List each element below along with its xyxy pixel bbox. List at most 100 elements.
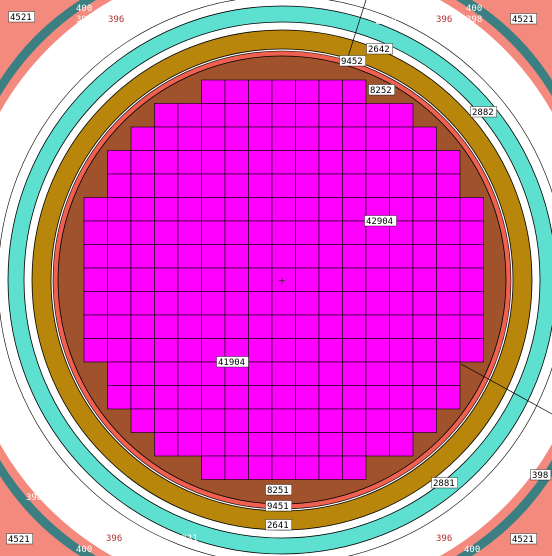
- region-label: 2881: [433, 479, 455, 489]
- fuel-cell: [107, 361, 132, 386]
- fuel-cell: [295, 267, 320, 292]
- fuel-cell: [318, 361, 343, 386]
- fuel-cell: [271, 173, 296, 198]
- fuel-cell: [271, 314, 296, 339]
- fuel-cell: [412, 173, 437, 198]
- fuel-cell: [459, 197, 484, 222]
- label-background: [364, 215, 397, 227]
- fuel-cell: [154, 314, 179, 339]
- fuel-cell: [436, 220, 461, 245]
- fuel-cell: [83, 197, 108, 222]
- fuel-cell: [412, 338, 437, 363]
- fuel-cell: [436, 338, 461, 363]
- fuel-cell: [177, 126, 202, 151]
- region-label: 396: [108, 15, 124, 25]
- fuel-cell: [295, 197, 320, 222]
- fuel-cell: [342, 103, 367, 128]
- fuel-cell: [177, 150, 202, 175]
- fuel-cell: [342, 455, 367, 480]
- fuel-cell: [365, 432, 390, 457]
- fuel-cell: [365, 244, 390, 269]
- fuel-cell: [248, 267, 273, 292]
- region-label: 9451: [267, 502, 289, 512]
- fuel-cell: [83, 220, 108, 245]
- fuel-cell: [389, 338, 414, 363]
- fuel-cell: [130, 361, 155, 386]
- fuel-cell: [271, 361, 296, 386]
- fuel-cell: [318, 220, 343, 245]
- fuel-cell: [412, 314, 437, 339]
- fuel-cell: [295, 291, 320, 316]
- fuel-cell: [365, 338, 390, 363]
- fuel-cell: [365, 126, 390, 151]
- fuel-cell: [295, 361, 320, 386]
- fuel-cell: [459, 314, 484, 339]
- fuel-cell: [107, 173, 132, 198]
- fuel-cell: [177, 197, 202, 222]
- fuel-cell: [107, 267, 132, 292]
- fuel-cell: [412, 150, 437, 175]
- fuel-cell: [318, 79, 343, 104]
- fuel-cell: [248, 338, 273, 363]
- corner-top-right: [440, 0, 552, 112]
- corner-bottom-right: [440, 444, 552, 556]
- fuel-cell: [154, 220, 179, 245]
- fuel-cell: [201, 244, 226, 269]
- region-label: 2832: [375, 17, 397, 27]
- fuel-cell: [224, 150, 249, 175]
- fuel-cell: [318, 314, 343, 339]
- label-background: [366, 43, 393, 55]
- fuel-cell: [342, 432, 367, 457]
- fuel-cell: [201, 103, 226, 128]
- fuel-cell: [201, 408, 226, 433]
- label-background: [470, 106, 497, 118]
- fuel-cell: [318, 291, 343, 316]
- fuel-cell: [224, 220, 249, 245]
- fuel-cell: [224, 432, 249, 457]
- region-label: 396: [436, 534, 452, 544]
- fuel-cell: [224, 455, 249, 480]
- fuel-cell: [248, 197, 273, 222]
- fuel-cell: [201, 314, 226, 339]
- fuel-cell: [248, 455, 273, 480]
- fuel-cell: [154, 361, 179, 386]
- corner-fill-br: [440, 444, 552, 556]
- fuel-cell: [342, 173, 367, 198]
- fuel-cell: [342, 338, 367, 363]
- fuel-cell: [389, 314, 414, 339]
- fuel-cell: [318, 126, 343, 151]
- fuel-cell: [365, 267, 390, 292]
- fuel-cell: [271, 220, 296, 245]
- corner-bottom-left: [0, 444, 112, 556]
- region-label: 398: [76, 15, 92, 25]
- fuel-cell: [342, 361, 367, 386]
- diagonal-line-right: [460, 363, 552, 415]
- fuel-cell: [342, 291, 367, 316]
- region-label: 2831: [176, 534, 198, 544]
- fuel-cell: [295, 79, 320, 104]
- fuel-cell: [318, 455, 343, 480]
- fuel-cell: [224, 385, 249, 410]
- fuel-cell: [201, 455, 226, 480]
- fuel-cell: [154, 267, 179, 292]
- fuel-cell: [177, 173, 202, 198]
- region-label: 2882: [472, 108, 494, 118]
- region-label: 2642: [368, 45, 390, 55]
- fuel-cell: [201, 385, 226, 410]
- fuel-cell: [389, 126, 414, 151]
- fuel-cell: [459, 338, 484, 363]
- fuel-cell: [248, 220, 273, 245]
- fuel-cell: [436, 385, 461, 410]
- fuel-cell: [83, 291, 108, 316]
- fuel-cell: [389, 385, 414, 410]
- fuel-cell: [271, 150, 296, 175]
- fuel-cell: [412, 385, 437, 410]
- fuel-cell: [459, 220, 484, 245]
- fuel-cell: [224, 126, 249, 151]
- fuel-cell: [436, 291, 461, 316]
- fuel-cell: [342, 408, 367, 433]
- fuel-cell: [295, 126, 320, 151]
- fuel-cell: [130, 220, 155, 245]
